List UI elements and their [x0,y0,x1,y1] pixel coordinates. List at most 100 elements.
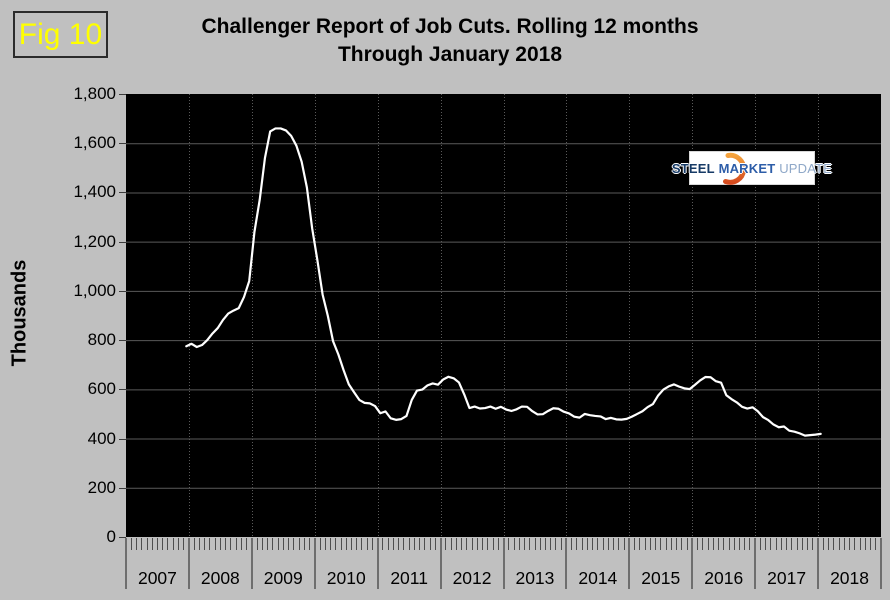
y-tick-mark [119,439,126,440]
x-minor-tick [351,538,352,550]
plot-area: STEEL MARKET UPDATE [126,94,881,537]
x-minor-tick [733,538,735,550]
x-year-label: 2010 [326,568,366,588]
x-minor-tick [597,538,599,550]
x-minor-tick [408,538,410,550]
x-minor-tick [492,538,494,550]
x-minor-tick [240,538,242,550]
x-minor-tick [602,538,604,550]
x-minor-tick [387,538,389,550]
x-minor-tick [759,538,761,550]
y-tick-mark [119,537,126,538]
x-minor-tick [870,538,871,550]
x-minor-tick [461,538,463,550]
figure-number-label: Fig 10 [18,17,103,51]
x-minor-tick [419,538,421,550]
x-minor-tick [209,538,211,550]
x-minor-tick [476,538,478,550]
x-minor-tick [298,538,300,550]
chart-title-line2: Through January 2018 [337,43,563,66]
x-minor-tick [676,538,677,550]
x-minor-tick [550,538,552,550]
x-minor-tick [151,538,153,550]
y-tick-label: 400 [87,428,116,448]
x-minor-tick [655,538,656,550]
x-minor-tick [864,538,866,550]
x-year-divider-tick [250,538,253,589]
x-year-label: 2016 [704,568,744,588]
x-year-divider-tick [565,538,568,589]
x-minor-tick [524,538,525,550]
x-minor-tick [812,538,814,550]
x-minor-tick [529,538,531,550]
logo-crescent-icon [723,152,747,185]
x-minor-tick [455,538,457,550]
x-minor-tick [723,538,725,550]
y-tick-mark [119,192,126,193]
x-minor-tick [833,538,835,550]
x-minor-tick [450,538,452,550]
x-minor-tick [849,538,850,550]
x-minor-tick [744,538,746,550]
x-minor-tick [482,538,483,550]
x-minor-tick [225,538,227,550]
x-minor-tick [775,538,777,550]
x-minor-tick [204,538,206,550]
x-minor-tick [235,538,237,550]
x-year-divider-tick [187,538,190,589]
x-minor-tick [822,538,824,550]
x-minor-tick [340,538,342,550]
x-minor-tick [293,538,295,550]
logo-word-market: MARKET [718,160,776,176]
x-minor-tick [345,538,347,550]
x-minor-tick [513,538,515,550]
x-minor-tick [707,538,709,550]
x-minor-tick [398,538,400,550]
logo-word-steel: STEEL [671,160,715,176]
y-tick-mark [119,94,126,95]
x-minor-tick [712,538,714,550]
x-minor-tick [356,538,358,550]
x-minor-tick [403,538,405,550]
x-minor-tick [796,538,798,550]
x-minor-tick [162,538,164,550]
x-minor-tick [644,538,646,550]
y-tick-label: 0 [106,527,116,546]
x-minor-tick [497,538,499,550]
x-minor-tick [267,538,269,550]
chart-title: Challenger Report of Job Cuts. Rolling 1… [0,13,890,69]
y-tick-mark [119,143,126,144]
x-minor-tick [786,538,788,550]
x-minor-tick [560,538,562,550]
x-minor-tick [261,538,263,550]
x-minor-tick [246,538,248,550]
x-minor-tick [172,538,174,550]
x-year-label: 2009 [263,568,303,588]
x-minor-tick [193,538,195,550]
x-minor-tick [639,538,641,550]
x-year-label: 2018 [830,568,869,588]
x-minor-tick [177,538,179,550]
x-minor-tick [859,538,861,550]
x-minor-tick [361,538,363,550]
x-year-label: 2012 [452,568,492,588]
x-year-label: 2014 [578,568,618,588]
x-minor-tick [167,538,169,550]
x-minor-tick [518,538,520,550]
x-minor-tick [330,538,331,550]
x-minor-tick [136,538,137,550]
y-tick-label: 1,400 [73,182,116,202]
x-minor-tick [309,538,310,550]
x-minor-tick [487,538,489,550]
x-year-divider-tick [502,538,505,589]
x-minor-tick [843,538,845,550]
logo-wordmark: STEEL MARKET UPDATE [672,161,832,176]
x-minor-tick [157,538,158,550]
x-minor-tick [544,538,546,550]
y-tick-label: 200 [87,477,116,497]
x-year-label: 2011 [390,568,428,588]
logo-word-update: UPDATE [779,160,833,176]
x-year-divider-tick [376,538,379,589]
x-minor-tick [230,538,232,550]
